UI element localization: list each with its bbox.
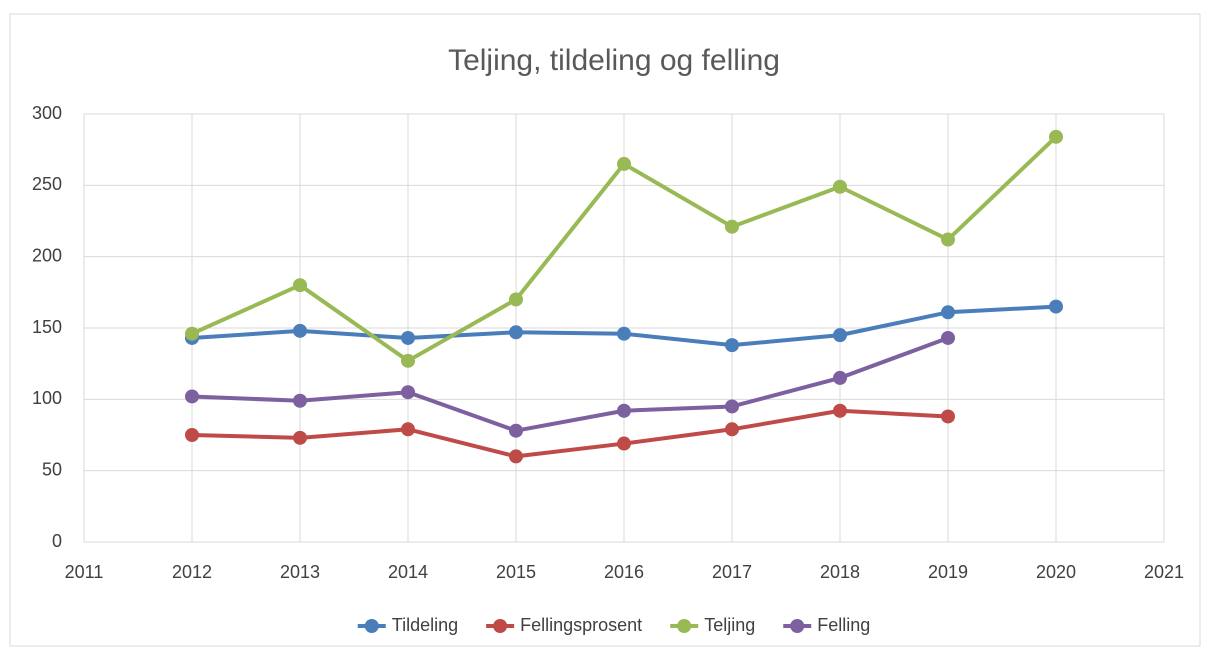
data-point <box>185 428 199 442</box>
y-tick-label: 250 <box>32 174 62 194</box>
data-point <box>833 403 847 418</box>
data-point <box>509 423 523 438</box>
x-tick-label: 2016 <box>604 562 644 582</box>
data-point <box>1049 299 1063 314</box>
data-point <box>509 449 523 464</box>
data-point <box>725 399 739 414</box>
data-point <box>293 393 307 408</box>
x-tick-label: 2013 <box>280 562 320 582</box>
data-point <box>941 232 955 247</box>
data-point <box>1049 129 1063 144</box>
data-point <box>401 330 415 345</box>
data-point <box>293 323 307 338</box>
data-point <box>833 370 847 385</box>
y-tick-label: 50 <box>42 459 62 479</box>
data-point <box>617 326 631 341</box>
legend-label: Tildeling <box>392 615 458 635</box>
data-point <box>293 278 307 293</box>
x-tick-label: 2011 <box>65 562 104 582</box>
data-point <box>617 156 631 171</box>
legend-marker <box>677 619 692 633</box>
x-tick-label: 2021 <box>1144 562 1184 582</box>
x-tick-label: 2018 <box>820 562 860 582</box>
x-tick-label: 2017 <box>712 562 752 582</box>
data-point <box>941 305 955 320</box>
data-point <box>401 422 415 437</box>
data-point <box>725 338 739 353</box>
legend-marker <box>790 619 805 633</box>
data-point <box>617 436 631 451</box>
data-point <box>401 385 415 400</box>
data-point <box>725 219 739 234</box>
data-point <box>401 353 415 368</box>
legend-label: Teljing <box>704 615 755 635</box>
data-point <box>833 328 847 343</box>
x-tick-label: 2015 <box>496 562 536 582</box>
legend-marker <box>364 619 379 633</box>
data-point <box>833 179 847 194</box>
data-point <box>941 330 955 345</box>
series-line <box>191 408 949 459</box>
data-point <box>185 326 199 341</box>
y-tick-label: 300 <box>32 103 62 123</box>
y-tick-label: 200 <box>32 245 62 265</box>
legend-marker <box>493 619 508 633</box>
legend-label: Felling <box>817 615 870 635</box>
data-point <box>185 389 199 404</box>
legend-label: Fellingsprosent <box>520 615 642 635</box>
data-point <box>293 430 307 445</box>
data-point <box>617 403 631 418</box>
data-point <box>725 422 739 437</box>
y-tick-label: 150 <box>32 317 62 337</box>
chart-title: Teljing, tildeling og felling <box>448 44 780 77</box>
data-point <box>509 325 523 340</box>
y-tick-label: 0 <box>52 531 62 551</box>
data-point <box>941 409 955 424</box>
chart-frame <box>9 13 1201 647</box>
x-tick-label: 2012 <box>172 562 212 582</box>
x-tick-label: 2020 <box>1036 562 1076 582</box>
y-tick-label: 100 <box>32 388 62 408</box>
series-line <box>191 336 949 433</box>
x-tick-label: 2014 <box>388 562 428 582</box>
data-point <box>509 292 523 307</box>
x-tick-label: 2019 <box>928 562 968 582</box>
